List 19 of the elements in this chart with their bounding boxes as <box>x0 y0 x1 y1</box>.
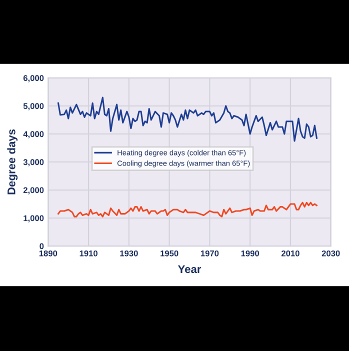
x-tick-label: 2030 <box>322 250 340 256</box>
x-tick-label: 1990 <box>241 250 260 256</box>
y-axis-title: Degree days <box>7 129 18 194</box>
y-tick-label: 1,000 <box>24 215 44 222</box>
y-tick-label: 3,000 <box>23 159 44 166</box>
y-tick-label: 4,000 <box>23 131 44 138</box>
x-tick-label: 1890 <box>39 250 58 256</box>
x-tick-label: 1910 <box>80 250 98 256</box>
y-tick-label: 0 <box>40 243 44 250</box>
y-tick-label: 2,000 <box>23 187 44 194</box>
line-series <box>57 96 318 142</box>
y-tick-label: 6,000 <box>23 75 44 82</box>
x-tick-label: 2010 <box>281 250 300 256</box>
x-axis-title: Year <box>178 265 202 274</box>
x-tick-label: 1950 <box>160 250 178 256</box>
x-tick-label: 1930 <box>120 250 138 256</box>
x-tick-label: 1970 <box>200 250 219 256</box>
y-tick-label: 5,000 <box>23 103 44 110</box>
line-series <box>57 202 318 218</box>
